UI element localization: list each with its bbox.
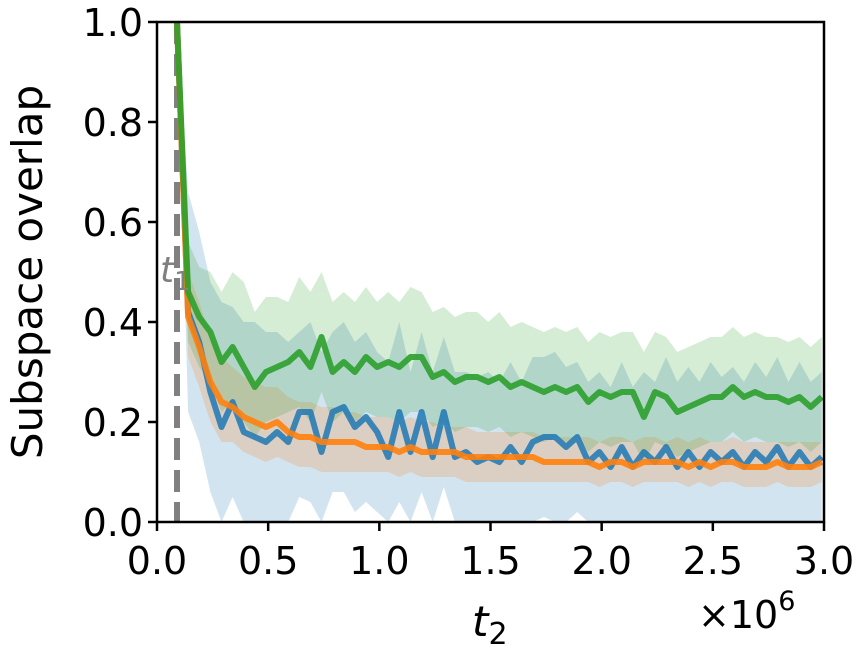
x-axis-label-main: t [472,597,490,646]
series-2-band [177,22,822,487]
x-tick-label: 1.5 [460,539,520,583]
x-multiplier: ×106 [698,586,795,637]
x-tick-label: 2.5 [683,539,743,583]
x-tick-label: 0.5 [238,539,298,583]
x-multiplier-exp: 6 [778,586,795,617]
x-tick-label: 2.0 [571,539,631,583]
y-axis-label: Subspace overlap [3,85,52,459]
y-tick-label: 1.0 [83,1,143,45]
series-3-band [177,22,822,462]
x-tick-label: 0.0 [127,539,187,583]
series-3-line [174,22,824,420]
y-tick-label: 0.0 [83,501,143,545]
y-tick-label: 0.8 [83,101,143,145]
y-tick-label: 0.6 [83,201,143,245]
y-tick-label: 0.4 [83,301,143,345]
x-axis-label-sub: 2 [488,617,507,651]
series-2-line [174,22,824,470]
y-tick-label: 0.2 [83,401,143,445]
x-multiplier-base: ×10 [698,593,778,637]
x-axis-label: t2 [472,597,508,651]
x-tick-label: 3.0 [794,539,854,583]
x-tick-label: 1.0 [349,539,409,583]
series-1-line [174,22,824,470]
vline-label: t1 [160,250,191,297]
vline-label-sub: 1 [174,267,191,297]
vline-label-main: t [160,250,176,291]
